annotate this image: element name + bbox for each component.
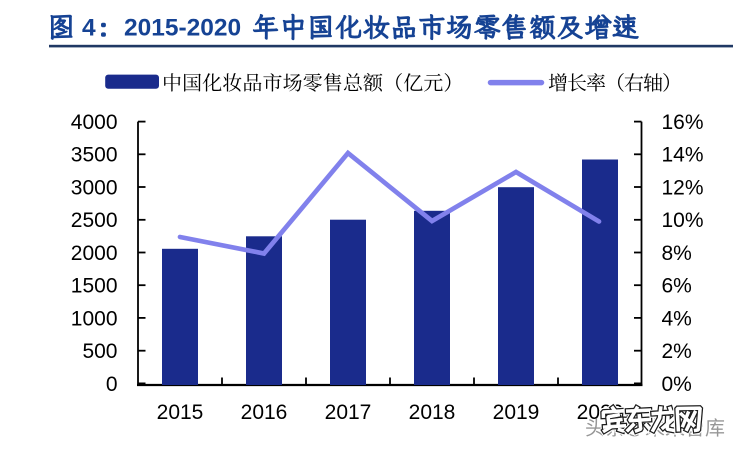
svg-text:2018: 2018 (409, 401, 456, 424)
svg-text:2017: 2017 (325, 401, 372, 424)
svg-text:2019: 2019 (493, 401, 540, 424)
svg-text:12%: 12% (662, 176, 704, 199)
svg-text:4: 4 (82, 15, 96, 42)
svg-text:2%: 2% (662, 340, 692, 363)
svg-text:3000: 3000 (71, 176, 118, 199)
svg-text:1000: 1000 (71, 307, 118, 330)
svg-text:2015-2020: 2015-2020 (124, 15, 241, 42)
svg-text:2000: 2000 (71, 242, 118, 265)
svg-text:2016: 2016 (241, 401, 288, 424)
svg-text:0: 0 (106, 373, 118, 396)
svg-text:16%: 16% (662, 111, 704, 134)
svg-text:3500: 3500 (71, 144, 118, 167)
svg-text:14%: 14% (662, 144, 704, 167)
svg-text:8%: 8% (662, 242, 692, 265)
svg-text:2015: 2015 (157, 401, 204, 424)
svg-text:10%: 10% (662, 209, 704, 232)
svg-text:4000: 4000 (71, 111, 118, 134)
svg-text:1500: 1500 (71, 275, 118, 298)
svg-text:500: 500 (82, 340, 117, 363)
svg-text:6%: 6% (662, 275, 692, 298)
svg-text:4%: 4% (662, 307, 692, 330)
svg-text:2500: 2500 (71, 209, 118, 232)
svg-text:0%: 0% (662, 373, 692, 396)
